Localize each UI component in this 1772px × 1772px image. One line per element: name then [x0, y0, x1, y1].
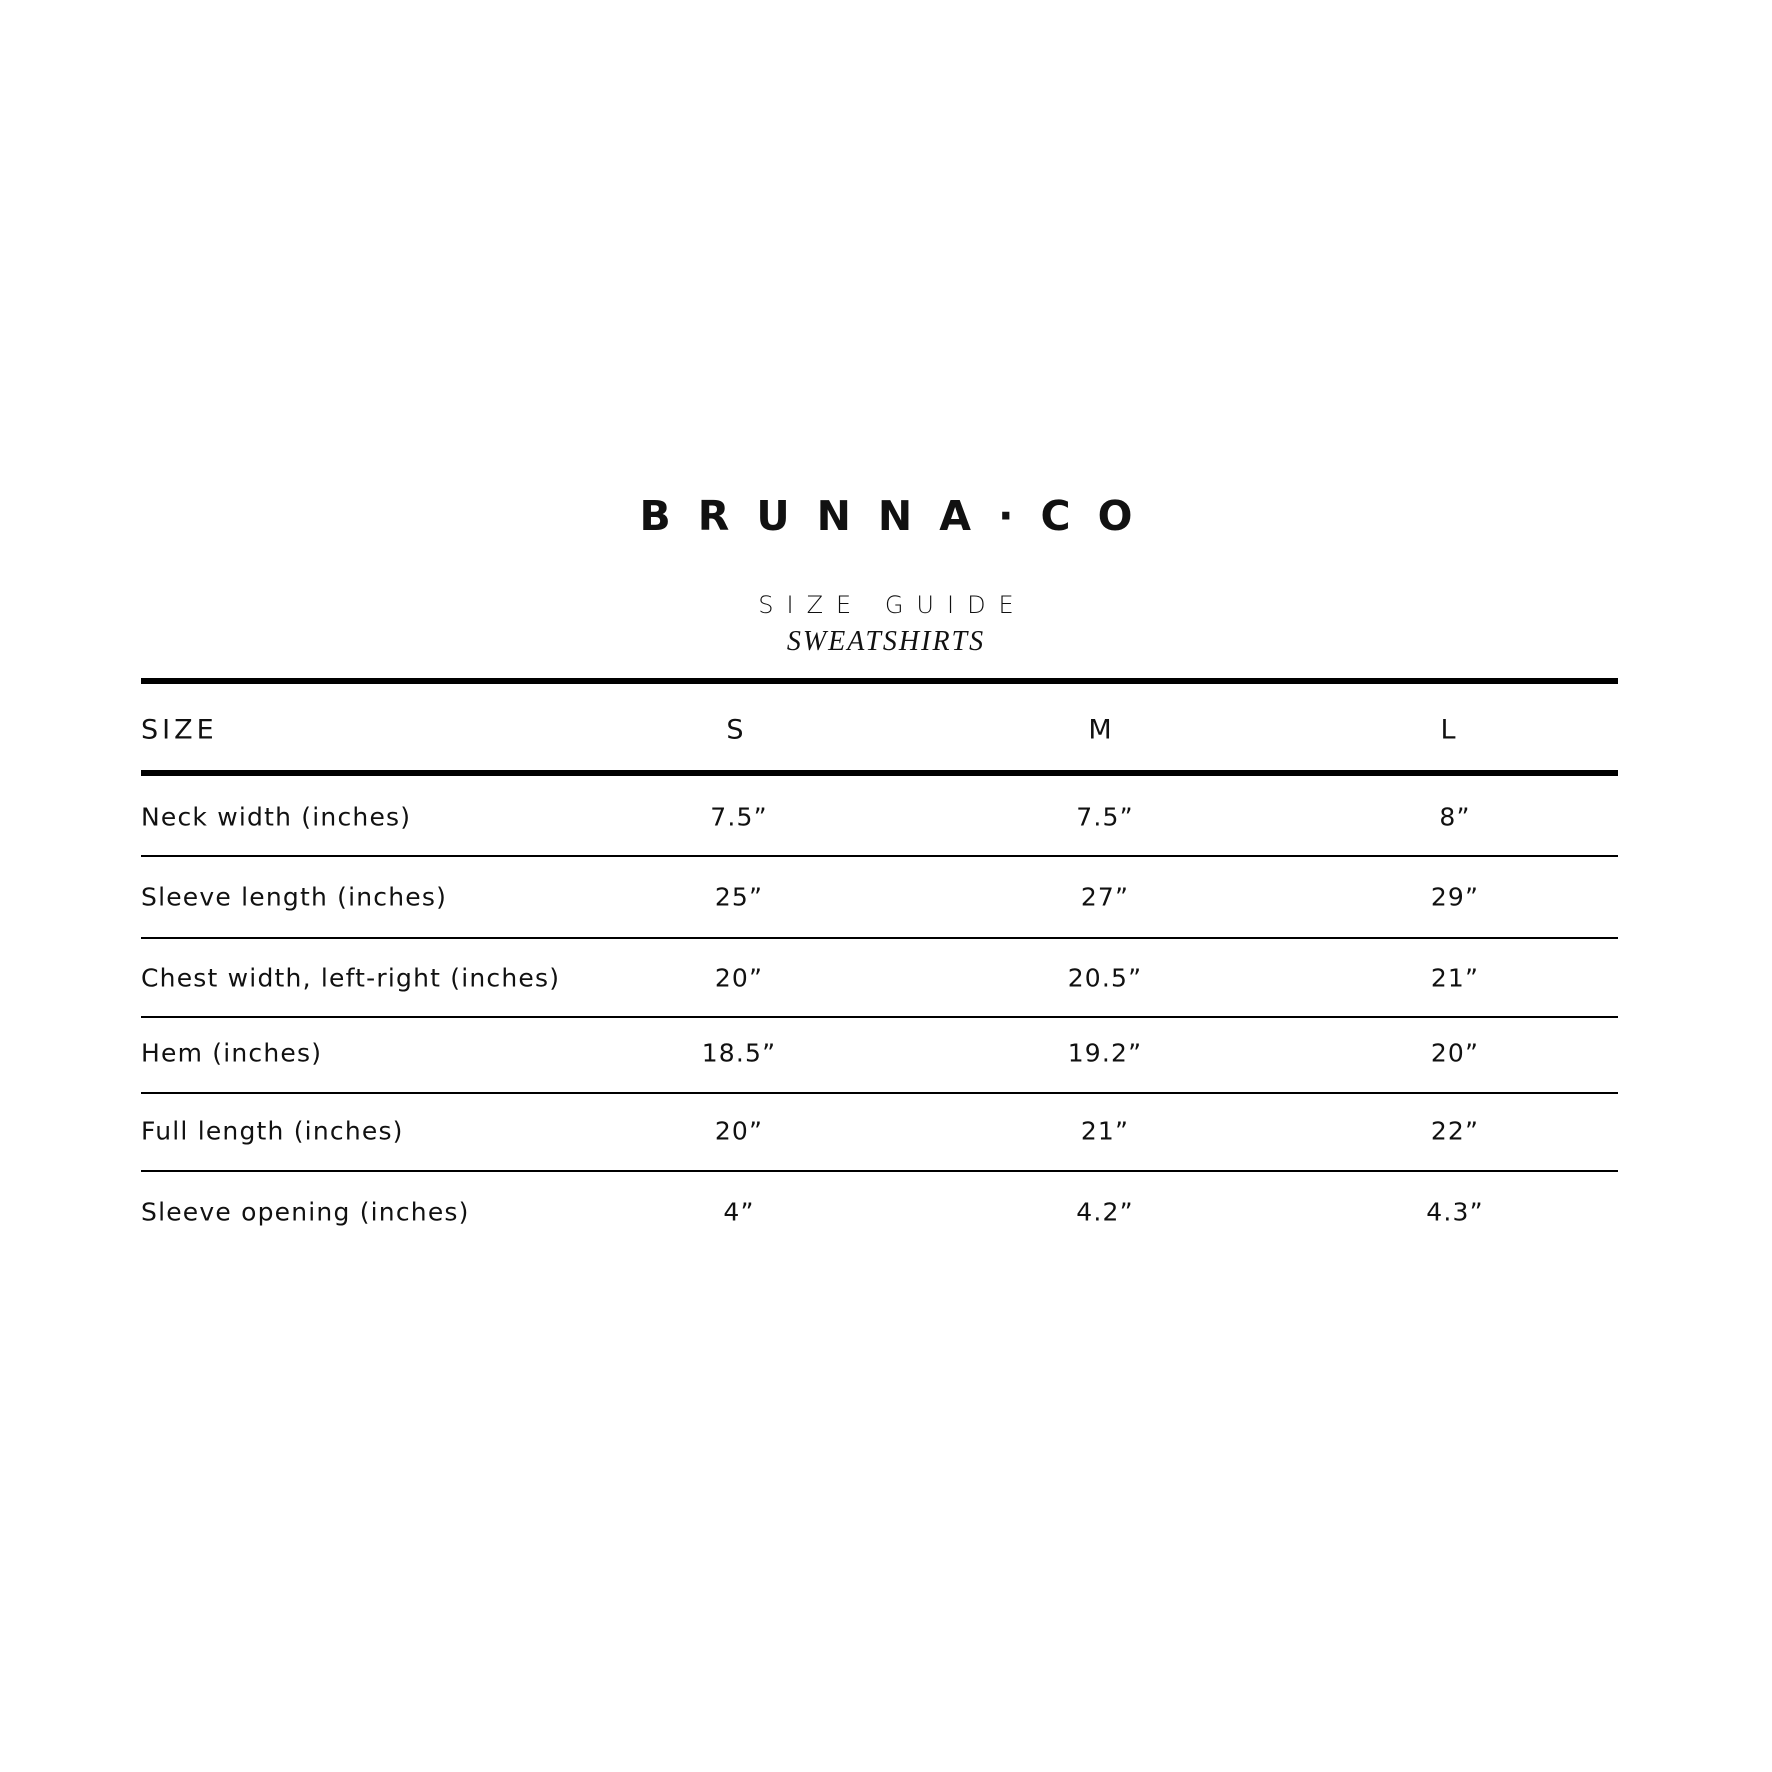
- row-label: Full length (inches): [141, 1116, 404, 1146]
- page-subtitle: SWEATSHIRTS: [786, 626, 986, 657]
- page-title: SIZE GUIDE: [758, 591, 1027, 619]
- cell-l: 22”: [1430, 1116, 1480, 1146]
- cell-m: 4.2”: [1076, 1197, 1134, 1227]
- table-top-rule: [141, 678, 1618, 684]
- cell-s: 20”: [714, 1116, 764, 1146]
- cell-m: 27”: [1080, 882, 1130, 912]
- row-label: Sleeve opening (inches): [141, 1197, 470, 1227]
- cell-l: 29”: [1430, 882, 1480, 912]
- cell-s: 4”: [723, 1197, 755, 1227]
- cell-s: 18.5”: [701, 1038, 777, 1068]
- cell-l: 8”: [1439, 802, 1471, 832]
- cell-m: 19.2”: [1067, 1038, 1143, 1068]
- cell-l: 21”: [1430, 963, 1480, 993]
- cell-m: 7.5”: [1076, 802, 1134, 832]
- row-divider: [141, 1092, 1618, 1094]
- cell-m: 20.5”: [1067, 963, 1143, 993]
- row-label: Chest width, left-right (inches): [141, 963, 561, 993]
- header-l: L: [1440, 714, 1460, 746]
- brand-logo: BRUNNA·CO: [639, 492, 1160, 540]
- header-size: SIZE: [141, 714, 218, 746]
- cell-s: 20”: [714, 963, 764, 993]
- row-label: Neck width (inches): [141, 802, 412, 832]
- header-s: S: [726, 714, 748, 746]
- row-label: Hem (inches): [141, 1038, 323, 1068]
- cell-l: 4.3”: [1426, 1197, 1484, 1227]
- row-divider: [141, 855, 1618, 857]
- row-divider: [141, 1170, 1618, 1172]
- row-divider: [141, 937, 1618, 939]
- row-label: Sleeve length (inches): [141, 882, 448, 912]
- row-divider: [141, 1016, 1618, 1018]
- cell-s: 7.5”: [710, 802, 768, 832]
- cell-l: 20”: [1430, 1038, 1480, 1068]
- header-m: M: [1088, 714, 1116, 746]
- cell-m: 21”: [1080, 1116, 1130, 1146]
- cell-s: 25”: [714, 882, 764, 912]
- header-bottom-rule: [141, 770, 1618, 776]
